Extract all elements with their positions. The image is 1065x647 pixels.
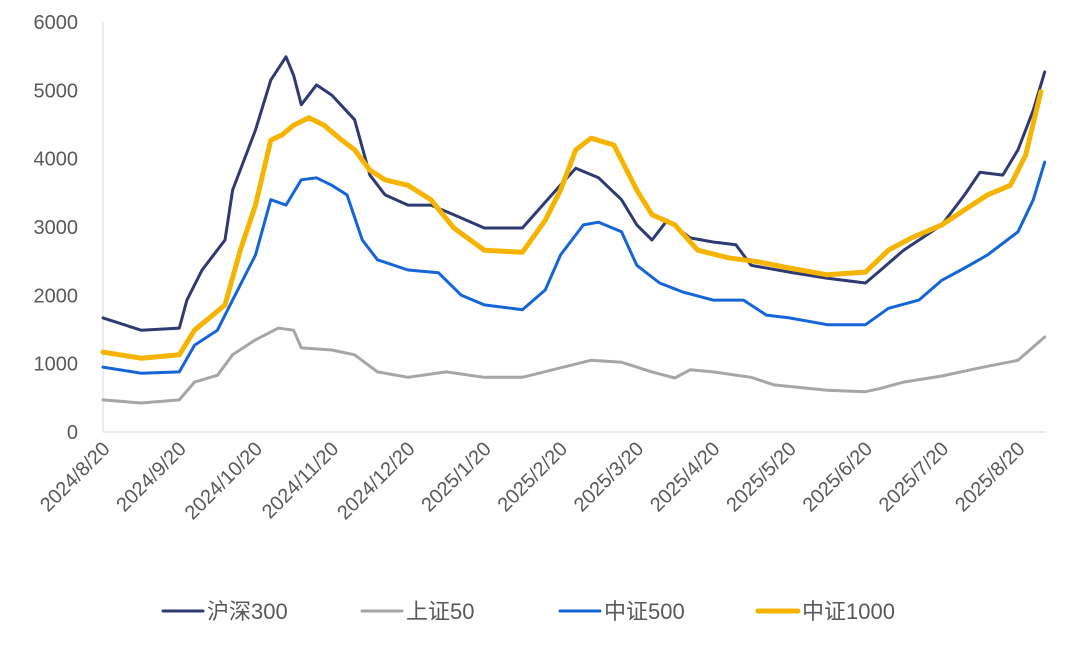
series-line-3	[100, 89, 1044, 361]
x-tick-label: 2025/2/20	[494, 438, 572, 516]
y-tick-label: 2000	[34, 285, 79, 307]
y-tick-label: 1000	[34, 354, 79, 376]
x-axis-ticks: 2024/8/202024/9/202024/10/202024/11/2020…	[36, 438, 1029, 524]
x-tick-label: 2024/11/20	[258, 438, 343, 523]
axes	[102, 22, 1046, 433]
legend-label: 中证1000	[802, 599, 895, 624]
series-lines	[100, 55, 1047, 405]
y-tick-label: 4000	[34, 149, 79, 171]
x-tick-label: 2024/10/20	[181, 438, 267, 524]
x-tick-label: 2025/3/20	[570, 438, 648, 516]
x-tick-label: 2025/7/20	[875, 438, 953, 516]
y-tick-label: 5000	[34, 80, 79, 102]
x-tick-label: 2025/8/20	[951, 438, 1029, 516]
x-tick-label: 2025/6/20	[799, 438, 877, 516]
legend-item: 沪深300	[161, 599, 288, 624]
y-tick-label: 3000	[34, 217, 79, 239]
legend-item: 中证500	[558, 599, 685, 624]
x-tick-label: 2024/12/20	[333, 438, 419, 524]
legend-item: 上证50	[360, 599, 474, 624]
x-tick-label: 2024/8/20	[36, 438, 114, 516]
series-line-2	[101, 160, 1047, 375]
series-line-0	[101, 55, 1047, 332]
legend-label: 上证50	[406, 599, 474, 624]
y-axis-ticks: 0 1000 2000 3000 4000 5000 6000	[34, 12, 79, 444]
x-tick-label: 2025/1/20	[417, 438, 495, 516]
legend-item: 中证1000	[755, 599, 895, 624]
legend: 沪深300 上证50 中证500 中证1000	[161, 599, 895, 624]
x-tick-label: 2024/9/20	[112, 438, 190, 516]
legend-label: 沪深300	[207, 599, 288, 624]
x-tick-label: 2025/4/20	[646, 438, 724, 516]
x-tick-label: 2025/5/20	[722, 438, 800, 516]
series-line-1	[101, 326, 1047, 405]
legend-label: 中证500	[604, 599, 685, 624]
y-tick-label: 6000	[34, 12, 79, 34]
y-tick-label: 0	[67, 422, 78, 444]
